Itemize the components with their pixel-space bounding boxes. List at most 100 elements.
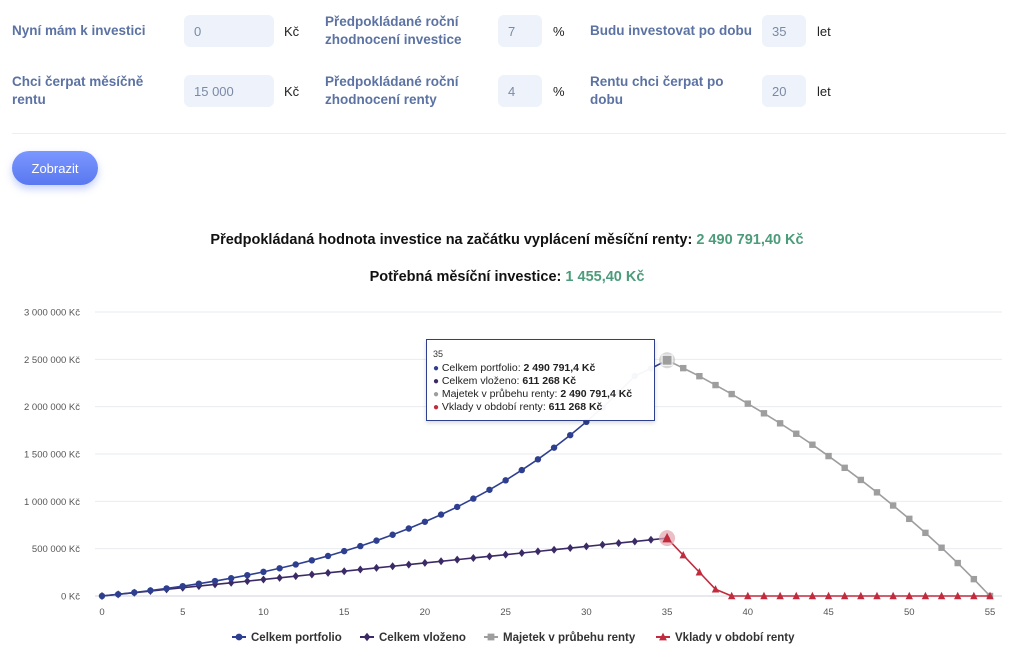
tooltip-row-label: Majetek v průbehu renty — [441, 388, 555, 400]
data-point — [631, 537, 638, 546]
legend-item[interactable]: Celkem vloženo — [360, 632, 466, 644]
data-point — [809, 441, 816, 448]
series-1 — [98, 534, 671, 600]
data-point — [680, 364, 687, 372]
annual-return-input[interactable] — [498, 15, 542, 47]
tooltip-row-label: Celkem vloženo — [441, 375, 517, 387]
data-point — [550, 545, 558, 554]
x-tick-label: 15 — [339, 607, 350, 618]
initial-investment-input[interactable] — [184, 15, 274, 47]
data-point — [292, 572, 299, 581]
investment-period-unit: let — [817, 24, 831, 39]
tooltip-row: ● Majetek v průbehu renty: 2 490 791,4 K… — [433, 388, 633, 400]
chart-tooltip: 35 ● Celkem portfolio: 2 490 791,4 Kč ● C… — [426, 339, 655, 421]
data-point — [534, 456, 542, 463]
data-point — [308, 570, 316, 579]
x-tick-label: 35 — [662, 607, 673, 618]
tooltip-row-label: Vklady v období renty — [441, 401, 543, 413]
rent-period-unit: let — [817, 84, 831, 99]
data-point — [163, 585, 170, 592]
hover-point — [662, 532, 672, 543]
legend-item[interactable]: Celkem portfolio — [232, 632, 342, 644]
data-point — [405, 525, 412, 532]
tooltip-dot-icon: ● — [433, 376, 442, 387]
data-point — [873, 489, 881, 496]
data-point — [760, 591, 768, 600]
data-point — [421, 518, 429, 525]
x-tick-label: 0 — [99, 607, 104, 618]
data-point — [324, 568, 332, 577]
series-3 — [663, 533, 994, 600]
data-point — [954, 559, 961, 567]
data-point — [340, 547, 348, 555]
investment-period-label: Budu investovat po dobu — [590, 23, 752, 38]
monthly-rent-input[interactable] — [184, 75, 274, 107]
show-button[interactable]: Zobrazit — [12, 151, 98, 185]
legend-item[interactable]: Vklady v období renty — [656, 632, 795, 644]
data-point — [776, 420, 784, 427]
legend-label: Celkem portfolio — [251, 632, 342, 644]
initial-investment-unit: Kč — [284, 24, 300, 39]
y-tick-label: 0 Kč — [61, 592, 80, 603]
data-point — [922, 529, 929, 537]
data-point — [324, 552, 332, 560]
data-point — [244, 577, 251, 586]
initial-investment-label: Nyní mám k investici — [12, 23, 146, 38]
data-point — [825, 452, 832, 460]
data-point — [679, 550, 687, 559]
data-point — [227, 575, 235, 582]
data-point — [647, 535, 655, 544]
data-point — [502, 477, 509, 484]
data-point — [470, 553, 477, 562]
data-point — [840, 591, 849, 600]
data-point — [841, 464, 848, 472]
x-tick-label: 50 — [904, 607, 915, 618]
data-point — [340, 567, 348, 576]
tooltip-dot-icon: ● — [433, 363, 442, 374]
data-point — [421, 558, 429, 567]
rent-return-input[interactable] — [498, 75, 542, 107]
data-point — [276, 573, 283, 582]
data-point — [131, 589, 138, 596]
x-tick-label: 20 — [420, 607, 431, 618]
data-point — [454, 503, 461, 511]
data-point — [986, 591, 994, 600]
data-point — [970, 591, 978, 600]
tooltip-row-value: 2 490 791,4 Kč — [560, 388, 633, 400]
tooltip-dot-icon: ● — [433, 402, 442, 413]
legend-marker-icon — [235, 633, 243, 641]
data-point — [970, 575, 978, 583]
tooltip-row-value: 611 268 Kč — [522, 375, 577, 387]
data-point — [211, 577, 219, 585]
data-point — [824, 591, 833, 600]
legend-item[interactable]: Majetek v průbehu renty — [484, 632, 636, 644]
data-point — [808, 591, 817, 600]
rent-period-input[interactable] — [762, 75, 806, 107]
data-point — [179, 582, 186, 590]
tooltip-title: 35 — [433, 349, 444, 359]
data-point — [518, 466, 525, 474]
data-point — [470, 495, 477, 502]
x-tick-label: 25 — [500, 607, 511, 618]
monthly-investment-value: 1 455,40 Kč — [565, 269, 645, 285]
data-point — [550, 444, 558, 451]
y-tick-label: 3 000 000 Kč — [24, 308, 80, 319]
data-point — [889, 502, 897, 509]
x-tick-label: 10 — [258, 607, 269, 618]
series-line — [666, 359, 991, 597]
investment-period-input[interactable] — [762, 15, 806, 47]
data-point — [389, 562, 396, 571]
data-point — [857, 591, 865, 600]
data-point — [389, 531, 396, 538]
y-tick-label: 2 500 000 Kč — [24, 355, 80, 366]
projected-value-heading: Předpokládaná hodnota investice na začát… — [0, 232, 1014, 248]
projected-value-label: Předpokládaná hodnota investice na začát… — [210, 232, 693, 248]
monthly-rent-unit: Kč — [284, 84, 300, 99]
tooltip-dot-icon: ● — [433, 389, 442, 400]
data-point — [195, 580, 203, 587]
legend-label: Celkem vloženo — [379, 632, 466, 644]
hover-point — [661, 354, 673, 366]
legend-marker-icon — [659, 632, 667, 641]
data-point — [276, 565, 283, 572]
data-point — [727, 591, 736, 600]
